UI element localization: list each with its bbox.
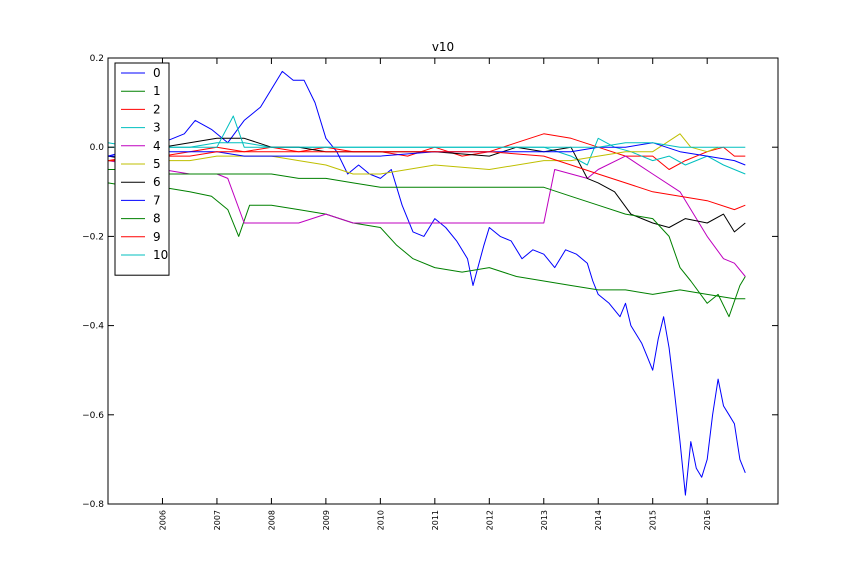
legend-label-2: 2 xyxy=(153,102,161,116)
series-line-9 xyxy=(108,151,746,211)
legend-label-1: 1 xyxy=(153,84,161,98)
y-tick-label: −0.2 xyxy=(82,232,104,242)
x-axis: 2006 2007 2008 2009 2010 2011 2012 2013 2014 2015… xyxy=(158,58,712,530)
x-tick-label: 2013 xyxy=(540,510,549,530)
x-tick-label: 2011 xyxy=(431,510,440,530)
y-axis: 0.2 0.0 −0.2 −0.4 −0.6 −0.8 xyxy=(82,54,778,510)
x-tick-label: 2015 xyxy=(649,510,658,530)
y-tick-label: 0.2 xyxy=(90,54,104,64)
series-line-0 xyxy=(107,70,746,496)
series-layer xyxy=(107,70,746,496)
legend-label-3: 3 xyxy=(153,121,161,135)
series-line-10 xyxy=(108,115,746,148)
legend-label-6: 6 xyxy=(153,175,161,189)
legend-label-10: 10 xyxy=(153,248,168,262)
chart-title: v10 xyxy=(432,40,454,54)
y-tick-label: −0.6 xyxy=(82,411,104,421)
legend-label-9: 9 xyxy=(153,230,161,244)
legend-label-0: 0 xyxy=(153,66,161,80)
legend-label-5: 5 xyxy=(153,157,161,171)
legend-label-8: 8 xyxy=(153,212,161,226)
series-line-2 xyxy=(107,133,746,170)
y-tick-label: −0.4 xyxy=(82,322,104,332)
y-tick-label: −0.8 xyxy=(82,500,104,510)
legend-box xyxy=(114,62,170,276)
x-tick-label: 2012 xyxy=(485,510,494,530)
x-tick-label: 2014 xyxy=(594,510,603,530)
series-line-7 xyxy=(108,142,746,166)
x-tick-label: 2010 xyxy=(376,510,385,530)
plot-frame xyxy=(107,57,779,505)
x-tick-label: 2006 xyxy=(158,510,167,530)
y-tick-label: 0.0 xyxy=(90,143,105,153)
x-tick-label: 2016 xyxy=(703,510,712,530)
x-tick-label: 2007 xyxy=(213,510,222,530)
legend-label-7: 7 xyxy=(153,193,161,207)
x-tick-label: 2009 xyxy=(322,510,331,530)
series-line-8 xyxy=(108,169,746,318)
x-tick-label: 2008 xyxy=(267,510,276,530)
legend-label-4: 4 xyxy=(153,139,161,153)
legend: 0 1 2 3 4 5 6 7 8 9 10 xyxy=(114,62,170,276)
series-line-1 xyxy=(107,182,746,300)
